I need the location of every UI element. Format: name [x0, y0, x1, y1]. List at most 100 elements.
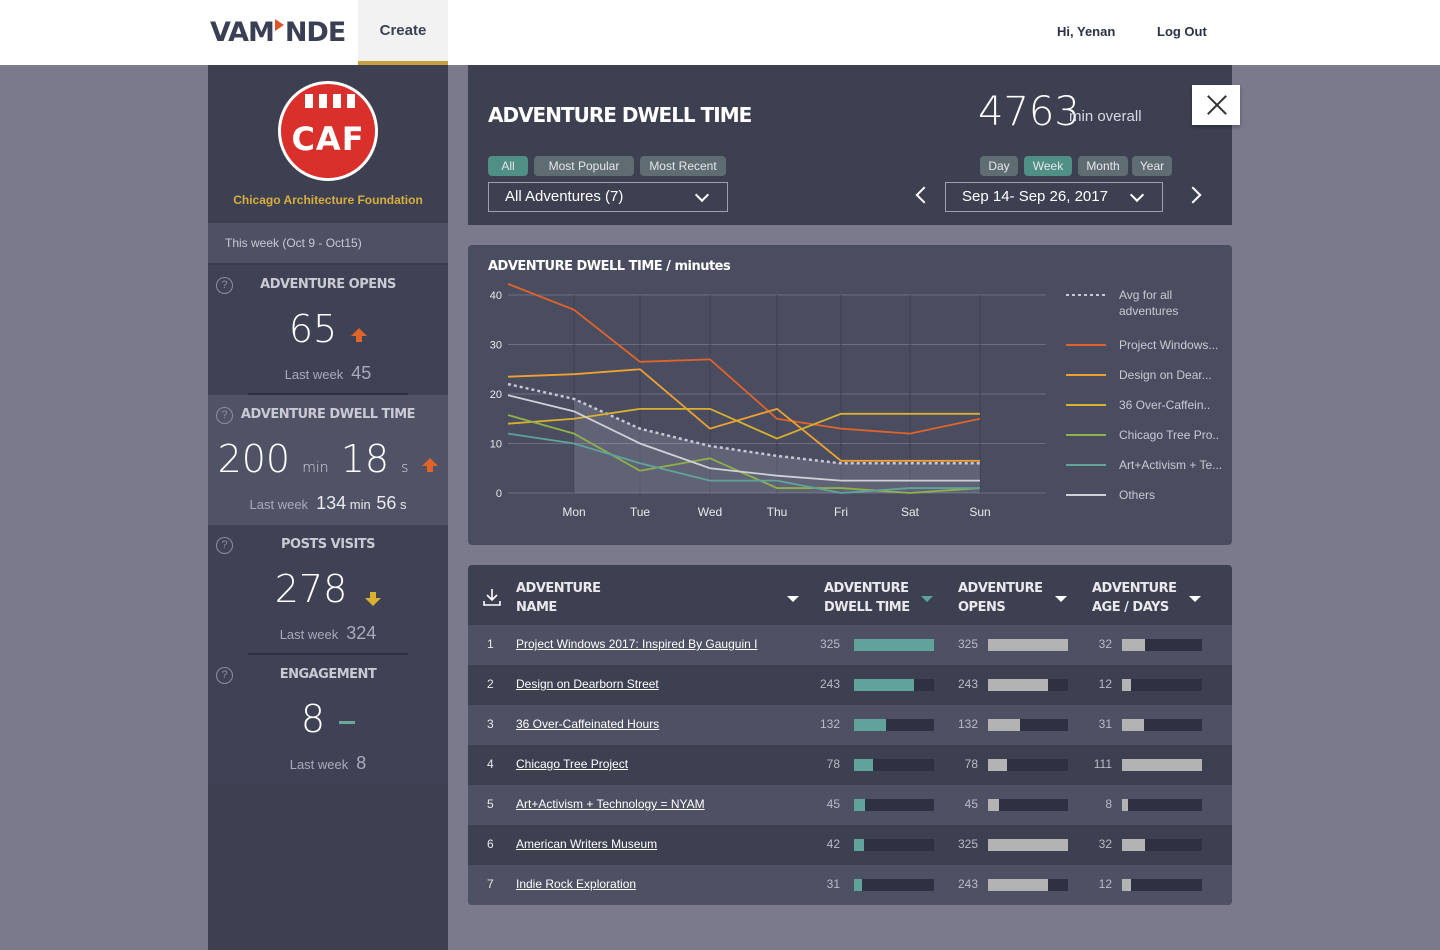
table-row[interactable]: 7 Indie Rock Exploration 31 243 12 [468, 865, 1232, 905]
age-value: 32 [1098, 637, 1112, 651]
opens-value: 132 [957, 717, 978, 731]
x-tick-label: Wed [698, 505, 722, 519]
period-week[interactable]: Week [1024, 156, 1072, 176]
legend-label: Design on Dear... [1119, 368, 1212, 382]
opens-value: 45 [964, 797, 978, 811]
col-header-opens[interactable]: ADVENTURE OPENS [958, 581, 1043, 615]
stat-title: ADVENTURE DWELL TIME [240, 407, 416, 422]
filter-most-popular[interactable]: Most Popular [534, 156, 634, 176]
opens-bar [988, 759, 1068, 771]
stat-dwell-time[interactable]: ? ADVENTURE DWELL TIME 200 min 18 s Last… [208, 395, 448, 525]
date-range-select[interactable]: Sep 14- Sep 26, 2017 [945, 182, 1163, 212]
adventure-link[interactable]: 36 Over-Caffeinated Hours [516, 717, 660, 731]
row-rank: 6 [487, 837, 494, 851]
legend-label: Project Windows... [1119, 338, 1218, 352]
x-tick-label: Tue [630, 505, 651, 519]
trend-up-icon [351, 328, 368, 342]
trend-up-icon [422, 458, 439, 472]
org-logo: CAF [278, 81, 378, 181]
opens-value: 243 [957, 877, 978, 891]
filter-all[interactable]: All [488, 156, 528, 176]
sort-icon[interactable] [1189, 596, 1201, 602]
row-rank: 7 [487, 877, 494, 891]
total-value: 4763 [978, 89, 1080, 135]
total-label: min overall [1069, 108, 1142, 125]
dwell-bar [854, 639, 934, 651]
period-day[interactable]: Day [980, 156, 1018, 176]
age-value: 31 [1098, 717, 1112, 731]
series-line [507, 368, 980, 462]
col-header-age[interactable]: ADVENTURE AGE / DAYS [1092, 581, 1177, 615]
table-row[interactable]: 1 Project Windows 2017: Inspired By Gaugu… [468, 625, 1232, 665]
series-line [507, 283, 981, 435]
age-value: 32 [1098, 837, 1112, 851]
adventure-select[interactable]: All Adventures (7) [488, 182, 728, 212]
adventure-link[interactable]: Indie Rock Exploration [516, 877, 637, 891]
stat-posts-visits[interactable]: ? POSTS VISITS 278 Last week 324 [208, 525, 448, 655]
next-period-icon[interactable] [1184, 186, 1202, 204]
adventure-link[interactable]: Chicago Tree Project [516, 757, 629, 771]
chevron-down-icon [1129, 187, 1145, 203]
row-rank: 2 [487, 677, 494, 691]
stat-value: 278 [208, 567, 448, 611]
close-icon[interactable] [1192, 85, 1240, 125]
last-week: Last week 134 min 56 s [249, 493, 407, 513]
help-icon[interactable]: ? [216, 667, 233, 684]
age-value: 12 [1098, 677, 1112, 691]
sort-icon[interactable] [787, 596, 799, 602]
adventure-link[interactable]: Project Windows 2017: Inspired By Gaugui… [516, 637, 758, 651]
col-header-dwell[interactable]: ADVENTURE DWELL TIME [824, 581, 910, 615]
last-week: Last week 324 [279, 623, 377, 643]
sort-active-icon[interactable] [921, 596, 933, 602]
legend-label: Art+Activism + Te... [1119, 458, 1222, 472]
adventure-link[interactable]: Art+Activism + Technology = NYAM [516, 797, 705, 811]
adventure-link[interactable]: American Writers Museum [516, 837, 658, 851]
filter-most-recent[interactable]: Most Recent [640, 156, 726, 176]
col-header-name[interactable]: ADVENTURE NAME [516, 581, 601, 615]
stat-value: 200 min 18 s [208, 437, 448, 481]
period-year[interactable]: Year [1132, 156, 1172, 176]
age-bar [1122, 799, 1202, 811]
dwell-bar [854, 799, 934, 811]
series-line [507, 394, 980, 482]
stat-adventure-opens[interactable]: ? ADVENTURE OPENS 65 Last week 45 [208, 265, 448, 395]
tab-create[interactable]: Create [358, 0, 448, 65]
dwell-value: 78 [826, 757, 840, 771]
logout-link[interactable]: Log Out [1157, 24, 1207, 39]
prev-period-icon[interactable] [915, 186, 933, 204]
vamonde-logo[interactable]: VAM NDE [210, 16, 346, 48]
x-tick-label: Sun [969, 505, 990, 519]
help-icon[interactable]: ? [216, 407, 233, 424]
adventure-link[interactable]: Design on Dearborn Street [516, 677, 659, 691]
help-icon[interactable]: ? [216, 277, 233, 294]
sort-icon[interactable] [1055, 596, 1067, 602]
week-range: This week (Oct 9 - Oct15) [208, 223, 448, 265]
stat-engagement[interactable]: ? ENGAGEMENT 8 Last week 8 [208, 655, 448, 785]
download-icon[interactable] [482, 587, 502, 607]
trend-flat-icon [339, 721, 356, 724]
opens-value: 78 [964, 757, 978, 771]
x-tick-label: Sat [901, 505, 920, 519]
table-row[interactable]: 6 American Writers Museum 42 325 32 [468, 825, 1232, 865]
help-icon[interactable]: ? [216, 537, 233, 554]
stat-title: ADVENTURE OPENS [260, 277, 396, 292]
series-line [507, 432, 980, 494]
age-bar [1122, 719, 1202, 731]
stats-sidebar: CAF Chicago Architecture Foundation This… [208, 65, 448, 950]
table-row[interactable]: 5 Art+Activism + Technology = NYAM 45 45 8 [468, 785, 1232, 825]
dwell-chart: ADVENTURE DWELL TIME / minutes 0 10 20 30 40… [468, 245, 1232, 545]
dwell-bar [854, 879, 934, 891]
dwell-bar [854, 679, 934, 691]
period-month[interactable]: Month [1078, 156, 1128, 176]
row-rank: 3 [487, 717, 494, 731]
chevron-down-icon [694, 187, 710, 203]
line-chart: 0 10 20 30 40 Mon Tue Wed Thu Fri Sat Sun Avg for al… [490, 283, 1222, 519]
table-row[interactable]: 4 Chicago Tree Project 78 78 111 [468, 745, 1232, 785]
table-row[interactable]: 2 Design on Dearborn Street 243 243 12 [468, 665, 1232, 705]
table-row[interactable]: 3 36 Over-Caffeinated Hours 132 132 31 [468, 705, 1232, 745]
dwell-bar [854, 759, 934, 771]
age-bar [1122, 759, 1202, 771]
opens-bar [988, 719, 1068, 731]
stat-value: 65 [208, 307, 448, 351]
opens-value: 325 [957, 837, 978, 851]
